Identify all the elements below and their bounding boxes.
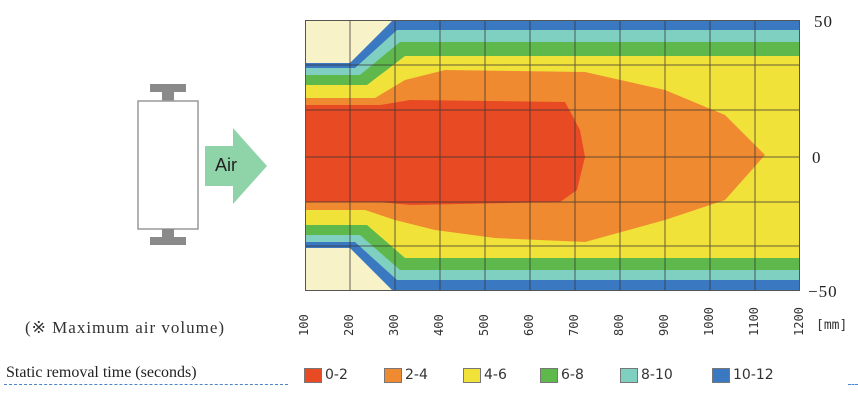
legend-item: 8-10 [620,365,673,385]
x-tick: 1100 [747,307,761,336]
static-removal-heatmap [305,20,800,291]
x-unit: [mm] [816,318,848,333]
y-label-mid: 0 [812,148,822,167]
heatmap-grid [305,20,800,291]
x-tick: 400 [432,314,446,336]
legend-title: Static removal time (seconds) [6,364,197,381]
legend-item: 10-12 [712,365,774,385]
ionizer-device-icon [137,84,199,245]
x-tick: 200 [342,314,356,336]
x-tick: 100 [297,314,311,336]
legend-dashed-underline-right [848,384,858,385]
legend-swatch [620,367,638,383]
x-tick: 600 [522,314,536,336]
x-tick: 300 [387,314,401,336]
band-0-2 [305,100,585,205]
air-label: Air [215,155,237,175]
legend-dashed-underline [4,384,288,385]
legend-item: 2-4 [384,365,428,385]
x-tick: 700 [567,314,581,336]
legend-item: 6-8 [540,365,584,385]
legend-swatch [384,367,402,383]
x-tick: 500 [477,314,491,336]
legend-swatch [540,367,558,383]
legend-item: 0-2 [304,365,348,385]
x-tick: 900 [657,314,671,336]
legend-swatch [712,367,730,383]
legend-swatch [463,367,481,383]
legend-item: 4-6 [463,365,507,385]
max-air-volume-note: (※ Maximum air volume) [25,318,226,337]
legend-swatch [304,367,322,383]
y-label-top: 50 [814,12,833,31]
x-tick: 800 [612,314,626,336]
x-tick: 1200 [792,307,806,336]
y-label-bottom: −50 [808,282,838,301]
x-tick: 1000 [702,307,716,336]
air-arrow-icon [205,128,267,204]
